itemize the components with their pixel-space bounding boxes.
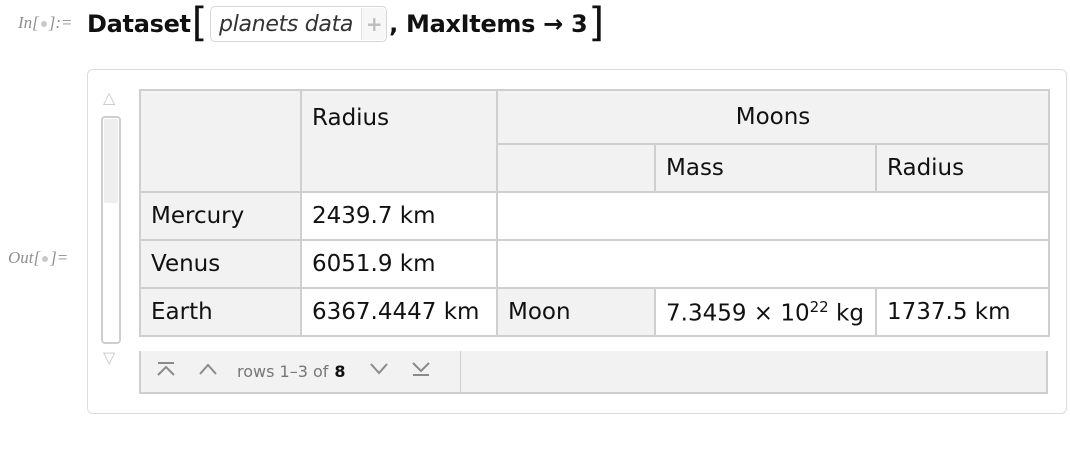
rows-label: rows 1–3 of (237, 362, 329, 381)
moon-mass-value[interactable]: 7.3459 × 1022 kg (654, 287, 877, 337)
subheader-row: Mass Radius (140, 143, 1050, 193)
scroll-up-icon[interactable]: △ (103, 88, 116, 107)
last-page-icon[interactable] (400, 361, 442, 382)
corner-cell (139, 89, 302, 193)
maxitems-option: , MaxItems → 3 (389, 10, 588, 38)
moon-mass-unit: kg (828, 300, 864, 327)
radius-value[interactable]: 6051.9 km (300, 239, 498, 289)
moons-empty-cell (496, 191, 1050, 241)
subheader-moon-name (496, 143, 656, 193)
first-page-icon[interactable] (145, 361, 187, 382)
input-expression[interactable]: Dataset [ planets data + , MaxItems → 3 … (87, 0, 605, 46)
table-row[interactable]: Venus 6051.9 km (139, 239, 1050, 289)
input-label-suffix: ]:= (48, 13, 73, 32)
previous-page-icon[interactable] (187, 361, 229, 382)
radius-value[interactable]: 6367.4447 km (300, 287, 498, 337)
expand-plus-icon[interactable]: + (361, 8, 387, 40)
dataset-function: Dataset (87, 10, 191, 38)
moon-mass-base: 7.3459 × 10 (666, 300, 810, 327)
open-bracket: [ (191, 0, 208, 46)
moon-name-cell[interactable]: Moon (496, 287, 656, 337)
footer-divider (459, 350, 461, 393)
output-cell-label: Out[ ]= (8, 248, 68, 268)
radius-value[interactable]: 2439.7 km (300, 191, 498, 241)
next-page-icon[interactable] (358, 361, 400, 382)
row-header-earth[interactable]: Earth (139, 287, 302, 337)
input-cell-label: In[ ]:= (18, 13, 73, 33)
moon-radius-value[interactable]: 1737.5 km (875, 287, 1050, 337)
column-header-moons[interactable]: Moons (496, 89, 1050, 145)
header-row: Radius Moons (139, 89, 1050, 193)
row-header-venus[interactable]: Venus (139, 239, 302, 289)
moon-mass-exponent: 22 (809, 297, 829, 316)
scroll-down-icon[interactable]: ▽ (103, 348, 116, 367)
input-label-prefix: In[ (18, 13, 39, 32)
dataset-table: Radius Moons Mass Radius Mercury 2439.7 … (139, 89, 1050, 337)
cell-number-placeholder (40, 21, 47, 28)
output-label-suffix: ]= (50, 248, 69, 267)
pagination-bar: rows 1–3 of 8 (139, 350, 1048, 394)
planets-data-chip[interactable]: planets data + (210, 6, 388, 42)
scrollbar-thumb[interactable] (104, 119, 118, 203)
row-range-text: rows 1–3 of 8 (237, 362, 346, 381)
cell-number-placeholder (42, 256, 49, 263)
column-header-moon-radius[interactable]: Radius (875, 143, 1050, 193)
output-label-prefix: Out[ (8, 248, 41, 267)
table-row[interactable]: Mercury 2439.7 km (139, 191, 1050, 241)
chip-label: planets data (219, 11, 354, 37)
table-row[interactable]: Earth 6367.4447 km Moon 7.3459 × 1022 kg… (139, 287, 1050, 337)
column-header-radius[interactable]: Radius (300, 89, 498, 193)
rows-total: 8 (334, 362, 346, 381)
column-header-moon-mass[interactable]: Mass (654, 143, 877, 193)
row-header-mercury[interactable]: Mercury (139, 191, 302, 241)
close-bracket: ] (588, 0, 604, 46)
moons-empty-cell (496, 239, 1050, 289)
